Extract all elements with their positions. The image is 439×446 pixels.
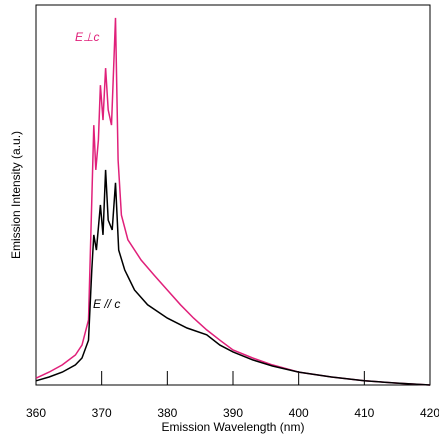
x-tick-label: 390	[223, 406, 243, 420]
x-tick-label: 360	[26, 406, 46, 420]
line-series	[35, 169, 431, 386]
x-tick-label: 370	[92, 406, 112, 420]
series-label: E // c	[93, 297, 120, 311]
x-axis-label: Emission Wavelength (nm)	[162, 420, 305, 434]
y-axis-label: Emission Intensity (a.u.)	[9, 131, 23, 259]
x-tick-label: 400	[289, 406, 309, 420]
x-tick-label: 380	[157, 406, 177, 420]
line-series	[35, 17, 431, 386]
x-tick-label: 410	[354, 406, 374, 420]
plot-frame	[35, 4, 431, 386]
x-tick-label: 420	[420, 406, 439, 420]
series-label: E⊥c	[75, 30, 99, 44]
